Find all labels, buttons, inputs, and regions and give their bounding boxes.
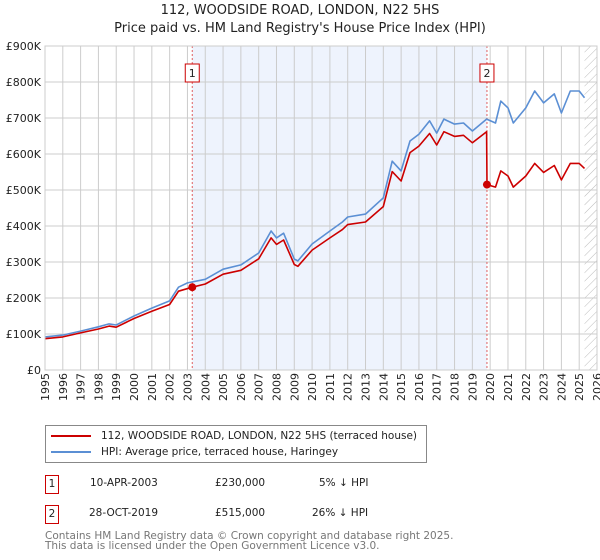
y-tick-label: £500K [6, 184, 42, 197]
footer-copyright: Contains HM Land Registry data © Crown c… [45, 530, 454, 542]
sale-date: 28-OCT-2019 [89, 507, 158, 519]
sale-hpi-diff: 26% ↓ HPI [312, 507, 369, 519]
x-tick-label: 2017 [431, 373, 444, 401]
plot-area: 1995 1996 1997 1998 1999 2000 2001 2002 2003 2004… [6, 40, 600, 401]
x-tick-label: 2025 [573, 373, 586, 401]
legend-swatch-blue [51, 451, 91, 453]
y-tick-label: £200K [6, 292, 42, 305]
x-tick-label: 2008 [270, 373, 283, 401]
x-tick-label: 2007 [253, 373, 266, 401]
x-tick-label: 2012 [342, 373, 355, 401]
x-tick-label: 2016 [413, 373, 426, 401]
y-tick-label: £300K [6, 256, 42, 269]
plot-frame [44, 45, 598, 371]
y-tick-label: £100K [6, 328, 42, 341]
x-tick-label: 2018 [449, 373, 462, 401]
x-tick-label: 2020 [484, 373, 497, 401]
x-tick-label: 2009 [288, 373, 301, 401]
sale-marker-box [479, 63, 495, 83]
x-tick-label: 2000 [128, 373, 141, 401]
x-tick-label: 2001 [146, 373, 159, 401]
y-tick-label: £800K [6, 76, 42, 89]
sale-row: 1 10-APR-2003 £230,000 5% ↓ HPI [45, 475, 465, 495]
y-tick-label: £900K [6, 40, 42, 53]
x-tick-label: 2002 [164, 373, 177, 401]
legend-swatch-red [51, 435, 91, 437]
x-tick-label: 2019 [466, 373, 479, 401]
x-tick-label: 1995 [39, 373, 52, 401]
sale-point [188, 283, 197, 292]
legend-label: HPI: Average price, terraced house, Hari… [101, 446, 339, 458]
x-tick-label: 2014 [377, 373, 390, 401]
chart-title: 112, WOODSIDE ROAD, LONDON, N22 5HS [160, 3, 440, 18]
forecast-hatch [584, 46, 597, 370]
sale-date: 10-APR-2003 [90, 477, 158, 489]
x-tick-label: 2010 [306, 373, 319, 401]
sale-hpi-diff: 5% ↓ HPI [319, 477, 369, 489]
legend-label: 112, WOODSIDE ROAD, LONDON, N22 5HS (ter… [101, 430, 418, 442]
x-tick-label: 2015 [395, 373, 408, 401]
x-tick-label: 1996 [57, 373, 70, 401]
x-tick-label: 2013 [360, 373, 373, 401]
x-tick-label: 2024 [555, 373, 568, 401]
ownership-period-shade [192, 46, 487, 370]
footer-licence: This data is licensed under the Open Gov… [45, 540, 380, 552]
sale-price: £230,000 [215, 477, 266, 489]
price-paid-line [44, 130, 586, 340]
x-tick-label: 2026 [591, 373, 600, 401]
x-tick-label: 2011 [324, 373, 337, 401]
x-tick-label: 2004 [199, 373, 212, 401]
sale-marker-label: 1 [189, 67, 196, 80]
sale-marker-box [184, 63, 200, 83]
x-tick-label: 2023 [538, 373, 551, 401]
sale-marker-label: 2 [483, 67, 490, 80]
chart-subtitle: Price paid vs. HM Land Registry's House … [114, 21, 486, 36]
x-tick-label: 1999 [110, 373, 123, 401]
x-tick-label: 2003 [181, 373, 194, 401]
y-tick-label: £0 [27, 364, 41, 377]
sale-point [482, 180, 491, 189]
legend: 112, WOODSIDE ROAD, LONDON, N22 5HS (ter… [45, 425, 427, 463]
x-tick-label: 2005 [217, 373, 230, 401]
y-tick-label: £400K [6, 220, 42, 233]
x-tick-label: 2006 [235, 373, 248, 401]
x-tick-label: 2022 [520, 373, 533, 401]
x-tick-label: 1997 [75, 373, 88, 401]
sale-badge: 2 [45, 505, 59, 524]
x-tick-label: 2021 [502, 373, 515, 401]
y-tick-label: £600K [6, 148, 42, 161]
sale-badge: 1 [45, 475, 59, 494]
sale-row: 2 28-OCT-2019 £515,000 26% ↓ HPI [45, 505, 465, 525]
legend-item-property: 112, WOODSIDE ROAD, LONDON, N22 5HS (ter… [51, 428, 417, 444]
x-tick-label: 1998 [92, 373, 105, 401]
sale-price: £515,000 [215, 507, 266, 519]
legend-item-hpi: HPI: Average price, terraced house, Hari… [51, 444, 338, 460]
hpi-line [44, 90, 586, 338]
y-tick-label: £700K [6, 112, 42, 125]
